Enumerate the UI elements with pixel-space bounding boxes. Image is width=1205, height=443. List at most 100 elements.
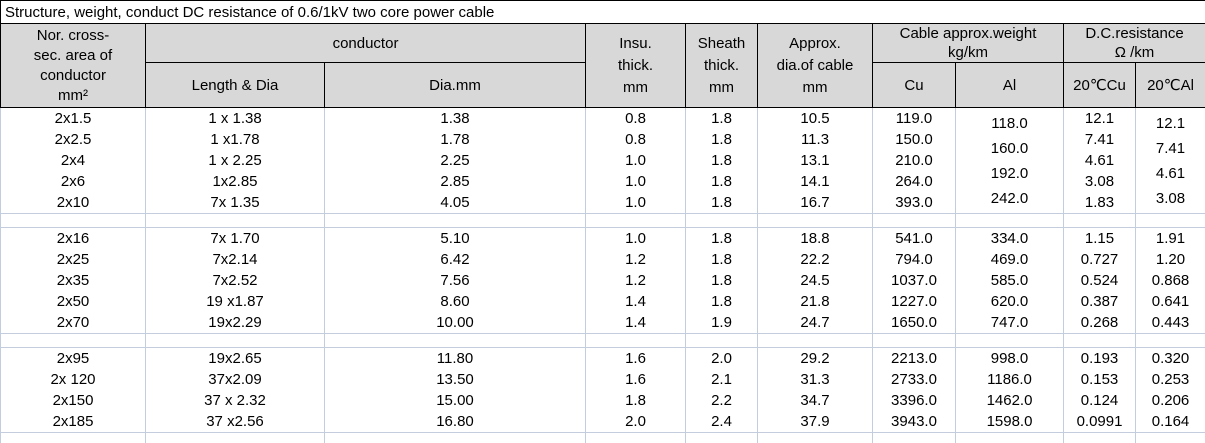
cell-resistance-al-merged: 12.1 7.41 4.61 3.08 [1135,107,1205,214]
cell-dia: 2.25 [324,150,586,171]
table-row: 2x185 37 x2.56 16.80 2.0 2.4 37.9 3943.0… [0,411,1205,433]
cell-weight-cu: 541.0 [872,227,956,249]
cell-approx-dia: 11.3 [757,129,873,150]
cell-insu: 0.8 [585,107,686,129]
cell-sheath: 1.8 [685,107,758,129]
header-cable-weight: Cable approx.weight kg/km [871,23,1065,63]
cell-size: 2x1.5 [0,107,146,129]
cell-insu: 1.0 [585,227,686,249]
cell-approx-dia: 24.5 [757,270,873,291]
cell-resistance-cu: 3.08 [1063,171,1137,192]
header-resistance-cu: 20℃Cu [1063,62,1137,108]
cell-sheath: 1.8 [685,150,758,171]
cell-dia: 4.05 [324,192,586,214]
table-row: 2x4 1 x 2.25 2.25 1.0 1.8 13.1 210.0 4.6… [0,150,1205,171]
cell-size: 2x185 [0,411,146,433]
header-approx-diameter: Approx. dia.of cable mm [757,23,873,108]
cell-dia: 10.00 [324,312,586,334]
cell-weight-cu: 2733.0 [872,369,956,390]
header-insulation-thickness: Insu. thick. mm [585,23,686,108]
cell-approx-dia: 16.7 [757,192,873,214]
cell-length-dia: 19x2.29 [145,312,325,334]
cell-sheath: 1.8 [685,270,758,291]
cell-dia: 6.42 [324,249,586,270]
cell-resistance-cu: 0.193 [1063,347,1137,369]
cell-weight-cu: 3396.0 [872,390,956,411]
cell-weight-cu: 794.0 [872,249,956,270]
cell-weight-al: 334.0 [954,227,1065,249]
cell-dia: 16.80 [324,411,586,433]
cell-size: 2x150 [0,390,146,411]
cell-weight-cu: 2213.0 [872,347,956,369]
cell-approx-dia: 37.9 [757,411,873,433]
spec-table: Nor. cross- sec. area of conductor mm² c… [0,23,1205,443]
cell-weight-al-merged: 118.0 160.0 192.0 242.0 [954,107,1065,214]
cell-size: 2x16 [0,227,146,249]
cell-sheath: 2.1 [685,369,758,390]
cell-length-dia: 1 x 1.38 [145,107,325,129]
cell-insu: 1.6 [585,347,686,369]
cell-weight-al: 1186.0 [954,369,1065,390]
header-dc-resistance: D.C.resistance Ω /km [1063,23,1205,63]
cell-resistance-al: 0.443 [1135,312,1205,334]
cell-dia: 5.10 [324,227,586,249]
cell-weight-al: 620.0 [954,291,1065,312]
cell-weight-cu: 119.0 [872,107,956,129]
table-row: 2x1.5 1 x 1.38 1.38 0.8 1.8 10.5 119.0 1… [0,107,1205,214]
table-row: 2x6 1x2.85 2.85 1.0 1.8 14.1 264.0 3.08 [0,171,1205,192]
cell-resistance-al: 0.641 [1135,291,1205,312]
cell-resistance-cu: 4.61 [1063,150,1137,171]
cell-approx-dia: 31.3 [757,369,873,390]
table-row: 2x10 7x 1.35 4.05 1.0 1.8 16.7 393.0 1.8… [0,192,1205,214]
cell-length-dia: 1x2.85 [145,171,325,192]
cell-sheath: 2.2 [685,390,758,411]
cell-resistance-al: 0.206 [1135,390,1205,411]
cell-length-dia: 1 x1.78 [145,129,325,150]
table-row: 2x2.5 1 x1.78 1.78 0.8 1.8 11.3 150.0 7.… [0,129,1205,150]
cell-dia: 2.85 [324,171,586,192]
header-weight-al: Al [954,62,1065,108]
cell-dia: 1.38 [324,107,586,129]
cell-approx-dia: 29.2 [757,347,873,369]
header-length-dia: Length & Dia [145,62,325,108]
cell-insu: 1.8 [585,390,686,411]
cell-sheath: 2.0 [685,347,758,369]
cell-weight-cu: 150.0 [872,129,956,150]
cell-dia: 8.60 [324,291,586,312]
cell-approx-dia: 21.8 [757,291,873,312]
cell-size: 2x10 [0,192,146,214]
cell-approx-dia: 22.2 [757,249,873,270]
cell-weight-al: 1598.0 [954,411,1065,433]
cell-length-dia: 7x2.52 [145,270,325,291]
cell-insu: 1.2 [585,270,686,291]
cell-weight-cu: 1037.0 [872,270,956,291]
group-separator-row [0,333,1205,348]
cell-insu: 1.4 [585,312,686,334]
cell-approx-dia: 34.7 [757,390,873,411]
header-size: Nor. cross- sec. area of conductor mm² [0,23,146,108]
cell-resistance-al: 0.164 [1135,411,1205,433]
bottom-partial-row [0,432,1205,443]
cell-length-dia: 37 x2.56 [145,411,325,433]
cell-resistance-al: 0.868 [1135,270,1205,291]
cell-weight-cu: 264.0 [872,171,956,192]
table-row: 2x95 19x2.65 11.80 1.6 2.0 29.2 2213.0 9… [0,347,1205,369]
cell-weight-al: 1462.0 [954,390,1065,411]
header-sheath-thickness: Sheath thick. mm [685,23,758,108]
table-row: 2x25 7x2.14 6.42 1.2 1.8 22.2 794.0 469.… [0,249,1205,270]
cell-resistance-al: 0.320 [1135,347,1205,369]
cell-approx-dia: 24.7 [757,312,873,334]
cell-resistance-al: 1.91 [1135,227,1205,249]
table-row: 2x 120 37x2.09 13.50 1.6 2.1 31.3 2733.0… [0,369,1205,390]
cell-approx-dia: 14.1 [757,171,873,192]
page-title: Structure, weight, conduct DC resistance… [0,0,1205,23]
cell-approx-dia: 10.5 [757,107,873,129]
cell-size: 2x4 [0,150,146,171]
cell-weight-cu: 210.0 [872,150,956,171]
cell-size: 2x25 [0,249,146,270]
cell-size: 2x6 [0,171,146,192]
cell-length-dia: 37 x 2.32 [145,390,325,411]
cell-sheath: 1.8 [685,129,758,150]
header-resistance-al: 20℃Al [1135,62,1205,108]
